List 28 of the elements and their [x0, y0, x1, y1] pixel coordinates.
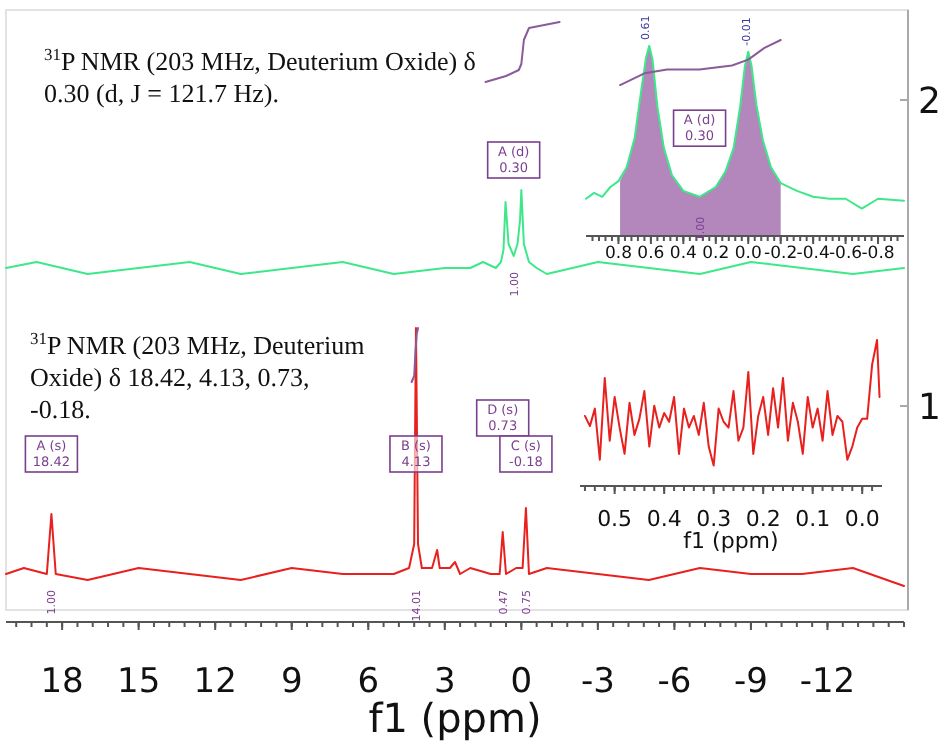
x-tick-label: 18 — [40, 661, 84, 702]
x-tick-label: -0.2 — [764, 243, 798, 264]
x-tick-label: -9 — [733, 661, 768, 702]
x-tick-label: 0.6 — [637, 243, 665, 264]
annotation: $^{31}$P NMR (203 MHz, Deuterium Oxide) δ 18.42, 4.13, 0.73, -0.18. — [30, 328, 365, 424]
text: 1 — [918, 386, 941, 429]
x-tick-label: 0.0 — [734, 243, 762, 264]
x-tick-label: 15 — [117, 661, 161, 702]
x-axis-title: f1 (ppm) — [683, 528, 779, 554]
x-tick-label: -0.4 — [796, 243, 830, 264]
x-tick-label: 0.2 — [702, 243, 730, 264]
x-tick-label: 0.5 — [597, 505, 633, 532]
x-tick-label: 0.8 — [604, 243, 632, 264]
x-tick-label: 0.4 — [669, 243, 697, 264]
x-tick-label: -12 — [799, 661, 856, 702]
x-tick-label: -0.6 — [829, 243, 863, 264]
x-tick-label: 0.2 — [745, 505, 781, 532]
text: 2 — [918, 80, 941, 123]
x-tick-label: 0.0 — [844, 505, 880, 532]
x-tick-label: -6 — [657, 661, 692, 702]
x-tick-label: 0.3 — [696, 505, 732, 532]
x-tick-label: 12 — [193, 661, 237, 702]
x-tick-label: 9 — [280, 661, 303, 702]
annotation: $^{31}$P NMR (203 MHz, Deuterium Oxide) δ 0.30 (d, J = 121.7 Hz). — [44, 44, 476, 108]
x-tick-label: -3 — [580, 661, 615, 702]
x-tick-label: 0.1 — [795, 505, 831, 532]
x-tick-label: 0.4 — [646, 505, 682, 532]
x-tick-label: -0.8 — [861, 243, 895, 264]
